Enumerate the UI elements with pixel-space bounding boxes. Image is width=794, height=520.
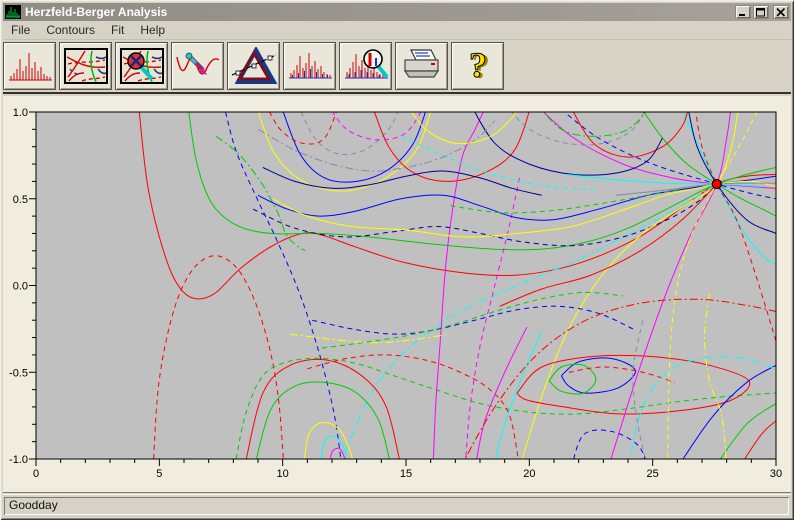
help-button[interactable]: ? ? [451,42,504,90]
status-message: Goodday [4,497,789,515]
spectrum-zoom-button[interactable] [339,42,392,90]
print-icon [403,49,439,78]
print-button[interactable] [395,42,448,90]
menu-fit[interactable]: Fit [111,22,125,37]
plot-panel: 0 5 10 15 20 25 30 1.0 0.5 0.0 -0.5 -1.0 [3,96,791,493]
minimize-icon [739,13,745,16]
menu-contours[interactable]: Contours [46,22,96,37]
fit-point-marker[interactable] [711,178,722,190]
contour-map-button[interactable] [59,42,112,90]
svg-text:0.5: 0.5 [13,194,28,206]
sideband-spectrum-button[interactable] [283,42,336,90]
wave-fit-icon [175,52,219,75]
sideband-spectrum-icon [288,53,332,79]
svg-text:5: 5 [156,468,162,480]
svg-text:10: 10 [277,468,289,480]
toolbar: ? ? [3,41,791,94]
svg-text:0.0: 0.0 [13,281,28,293]
contour-plot[interactable]: 0 5 10 15 20 25 30 1.0 0.5 0.0 -0.5 -1.0 [3,96,791,493]
minimize-button[interactable] [735,5,751,19]
help-icon: ? ? [468,47,490,85]
tensor-triangle-button[interactable] [227,42,280,90]
svg-text:0: 0 [33,468,39,480]
y-axis-ticks [29,111,36,460]
contour-curves [138,112,776,459]
spectrum-zoom-icon [344,49,389,79]
menu-file[interactable]: File [11,22,31,37]
svg-text:30: 30 [770,468,782,480]
svg-text:-1.0: -1.0 [9,454,28,466]
tensor-triangle-icon [231,47,277,84]
svg-text:?: ? [469,47,487,85]
svg-text:15: 15 [400,468,412,480]
plot-background[interactable] [36,112,776,459]
x-axis-labels: 0 5 10 15 20 25 30 [33,468,782,480]
contour-pick-button[interactable] [115,42,168,90]
title-bar: Herzfeld-Berger Analysis [3,3,791,21]
svg-text:?: ? [472,47,490,85]
app-icon [5,5,21,19]
maximize-button[interactable] [753,5,769,19]
window-title: Herzfeld-Berger Analysis [25,5,168,19]
svg-text:25: 25 [647,468,659,480]
contour-pick-icon [119,48,164,84]
y-axis-labels: 1.0 0.5 0.0 -0.5 -1.0 [9,107,28,466]
status-bar: Goodday [3,494,791,517]
menu-help[interactable]: Help [140,22,166,37]
stick-spectrum-button[interactable] [3,42,56,90]
x-axis-ticks [35,459,777,466]
close-button[interactable] [773,5,789,19]
wave-fit-button[interactable] [171,42,224,90]
svg-text:-0.5: -0.5 [9,367,28,379]
maximize-icon [756,7,765,16]
menu-bar: File Contours Fit Help [3,21,791,40]
svg-text:20: 20 [523,468,535,480]
svg-text:1.0: 1.0 [13,107,28,119]
stick-spectrum-icon [8,53,52,81]
close-icon [776,7,786,17]
contour-map-icon [63,48,108,84]
